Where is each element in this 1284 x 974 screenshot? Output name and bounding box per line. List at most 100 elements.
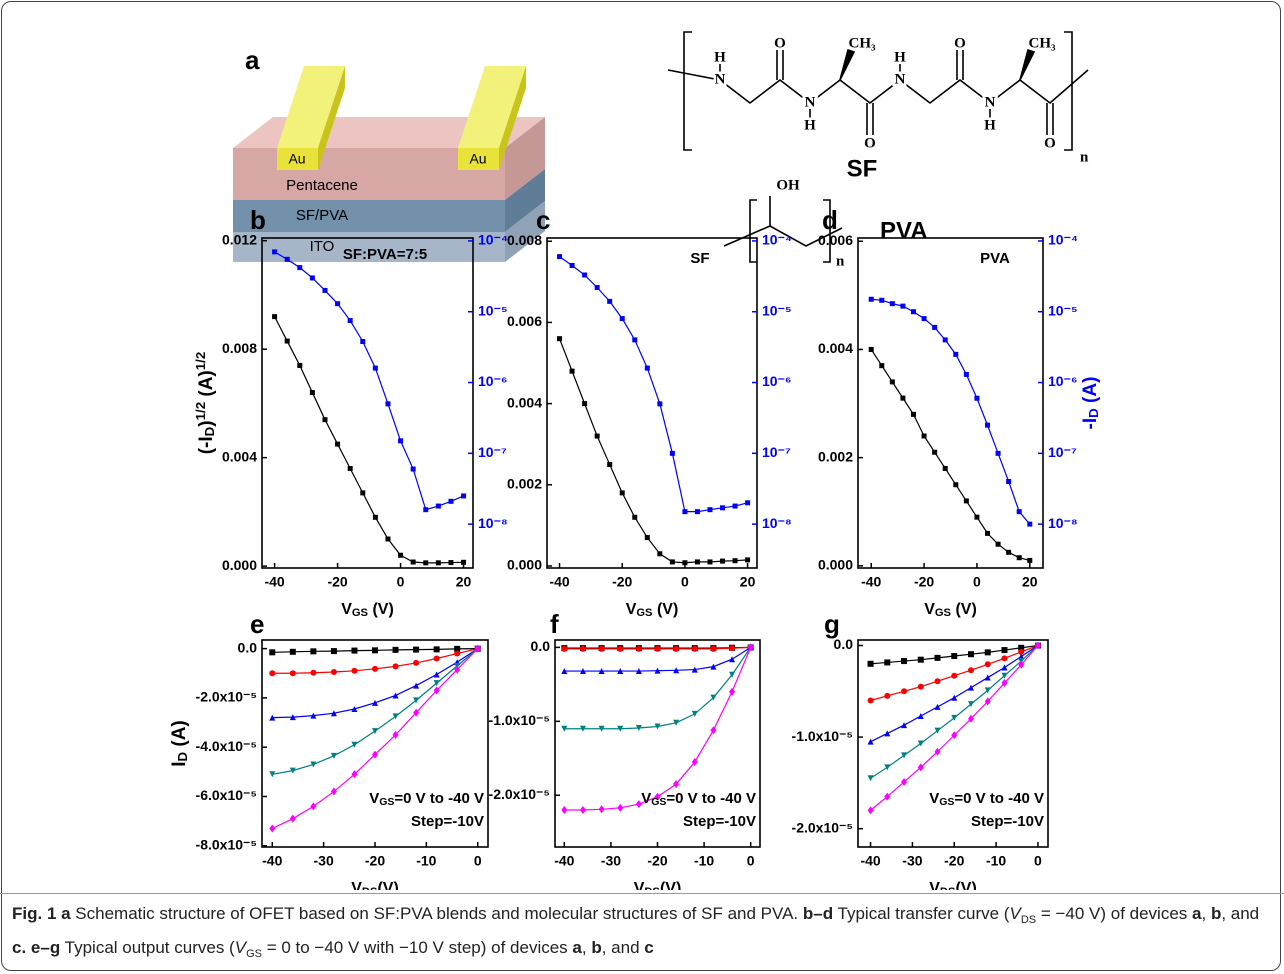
series-line	[871, 645, 1038, 810]
marker	[707, 559, 712, 564]
y-tick-label: -1.0x10⁻⁵	[792, 728, 853, 744]
label-part: (-I	[196, 436, 217, 454]
atom: O	[864, 135, 876, 151]
marker	[968, 667, 974, 673]
x-tick-label: -20	[365, 853, 385, 869]
y-tick-label: -8.0x10⁻⁵	[196, 836, 257, 852]
marker	[373, 366, 378, 371]
x-axis-label: VGS (V)	[341, 601, 394, 618]
marker	[953, 352, 958, 357]
y2-tick-label: 10⁻⁸	[762, 515, 792, 531]
marker	[985, 423, 990, 428]
marker	[561, 806, 567, 814]
caption-run: c.	[12, 938, 26, 957]
marker	[595, 434, 600, 439]
plot-frame	[547, 238, 757, 568]
electrode-label: Au	[469, 151, 486, 167]
marker	[448, 560, 453, 565]
annotation: SF:PVA=7:5	[343, 246, 427, 263]
y-tick-label: 0.004	[222, 448, 257, 464]
y-tick-label: 0.002	[507, 475, 542, 491]
label-part: GS	[939, 796, 954, 808]
label-part: GS	[935, 607, 952, 619]
marker	[423, 560, 428, 565]
y-tick-label: 0.000	[222, 557, 257, 573]
x-tick-label: -10	[416, 853, 436, 869]
x-tick-label: -20	[944, 853, 964, 869]
annotation: VGS=0 V to -40 V	[929, 790, 1044, 808]
marker	[331, 669, 337, 675]
caption-run: ,	[582, 938, 591, 957]
caption-run: e–g	[31, 938, 60, 957]
panel-label: b	[250, 205, 266, 235]
marker	[348, 466, 353, 471]
marker	[436, 560, 441, 565]
marker	[720, 505, 725, 510]
x-tick-label: 20	[740, 574, 756, 590]
marker	[922, 316, 927, 321]
marker	[348, 318, 353, 323]
marker	[657, 551, 662, 556]
marker	[985, 661, 991, 667]
caption-run: Schematic structure of OFET based on SF:…	[71, 904, 803, 923]
marker	[645, 366, 650, 371]
label-part: V	[924, 601, 935, 618]
repeat-index: n	[1080, 149, 1089, 165]
y-tick-label: 0.0	[834, 636, 854, 652]
separator	[0, 893, 1284, 894]
marker	[620, 490, 625, 495]
marker	[682, 509, 687, 514]
series-line	[560, 257, 748, 512]
x-tick-label: -20	[612, 574, 632, 590]
caption-run: b	[591, 938, 601, 957]
wedge	[840, 50, 854, 80]
label-part: GS	[379, 796, 394, 808]
marker	[285, 257, 290, 262]
label-part: V	[626, 601, 637, 618]
marker	[607, 462, 612, 467]
marker	[964, 372, 969, 377]
panel-label: g	[824, 609, 840, 639]
marker	[398, 438, 403, 443]
y2-tick-label: 10⁻⁴	[478, 232, 508, 248]
marker	[269, 825, 275, 833]
label-part: Step=-10V	[971, 813, 1044, 830]
plot-frame	[858, 238, 1043, 568]
marker	[269, 670, 275, 676]
atom: H	[804, 117, 816, 133]
marker	[599, 805, 605, 813]
marker	[868, 775, 874, 781]
y2-tick-label: 10⁻⁷	[1048, 444, 1077, 460]
marker	[331, 648, 337, 654]
x-tick-label: -30	[314, 853, 334, 869]
x-tick-label: -20	[327, 574, 347, 590]
marker	[290, 670, 296, 676]
atom: N	[895, 71, 906, 87]
y2-tick-label: 10⁻⁵	[478, 302, 508, 318]
atom: H	[894, 49, 906, 65]
repeat-index: n	[836, 253, 845, 269]
marker	[657, 401, 662, 406]
y-tick-label: -2.0x10⁻⁵	[196, 689, 257, 705]
label-part: 1/2	[193, 402, 208, 421]
marker	[884, 793, 890, 801]
label-part: =0 V to -40 V	[394, 790, 484, 807]
annotation: Step=-10V	[971, 813, 1044, 830]
marker	[935, 704, 941, 710]
marker	[461, 560, 466, 565]
label-part: SF:PVA=7:5	[343, 246, 427, 263]
atom: CH₃	[849, 35, 877, 51]
marker	[1006, 550, 1011, 555]
marker	[1001, 655, 1007, 661]
marker	[582, 401, 587, 406]
panel-label: c	[536, 205, 550, 235]
marker	[570, 369, 575, 374]
label-part: -I	[1080, 418, 1101, 430]
marker	[1006, 479, 1011, 484]
y-tick-label: 0.000	[818, 557, 853, 573]
marker	[682, 560, 687, 565]
marker	[423, 507, 428, 512]
label-part: (V)	[653, 601, 679, 618]
y2-tick-label: 10⁻⁵	[1048, 302, 1078, 318]
atom: OH	[776, 177, 800, 193]
